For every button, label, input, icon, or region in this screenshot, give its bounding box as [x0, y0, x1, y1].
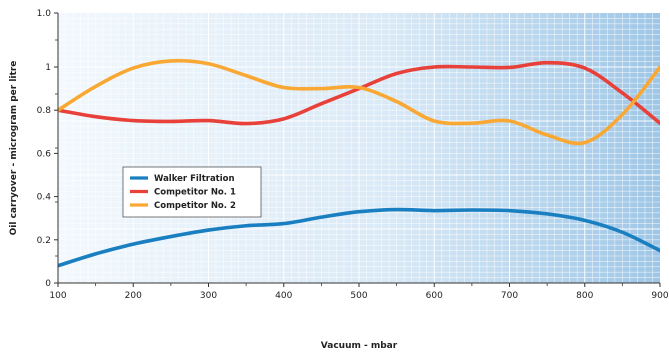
x-axis-label: Vacuum - mbar [321, 341, 398, 351]
x-tick-label: 600 [426, 291, 443, 301]
y-axis-label: Oil carryover - microgram per litre [9, 61, 19, 236]
x-tick-label: 500 [350, 291, 367, 301]
series-line-walker-filtration [58, 207, 660, 268]
x-tick-label: 900 [651, 291, 668, 301]
x-tick-label: 200 [125, 291, 142, 301]
legend-label: Competitor No. 1 [154, 188, 236, 198]
x-axis-ticks: 100 200 300 400 500 600 700 800 900 [49, 283, 669, 301]
y-tick-label: 0.4 [37, 193, 52, 203]
y-tick-label: 0.8 [37, 106, 52, 116]
x-tick-label: 800 [576, 291, 593, 301]
series-line-competitor-no-2 [58, 58, 660, 146]
y-axis-ticks: 0 0.2 0.4 0.6 0.8 1 1.0 [37, 9, 58, 289]
x-tick-label: 400 [275, 291, 292, 301]
legend: Walker Filtration Competitor No. 1 Competi… [122, 166, 262, 218]
y-tick-label: 0 [45, 279, 51, 289]
legend-label: Competitor No. 2 [154, 201, 236, 211]
legend-label: Walker Filtration [154, 174, 235, 184]
y-tick-label: 0.2 [37, 236, 51, 246]
series-layer [58, 58, 660, 268]
y-tick-label: 1.0 [37, 9, 52, 19]
x-tick-label: 300 [200, 291, 217, 301]
y-tick-label: 1 [45, 63, 51, 73]
y-tick-label: 0.6 [37, 149, 52, 159]
x-tick-label: 700 [501, 291, 518, 301]
x-tick-label: 100 [49, 291, 66, 301]
